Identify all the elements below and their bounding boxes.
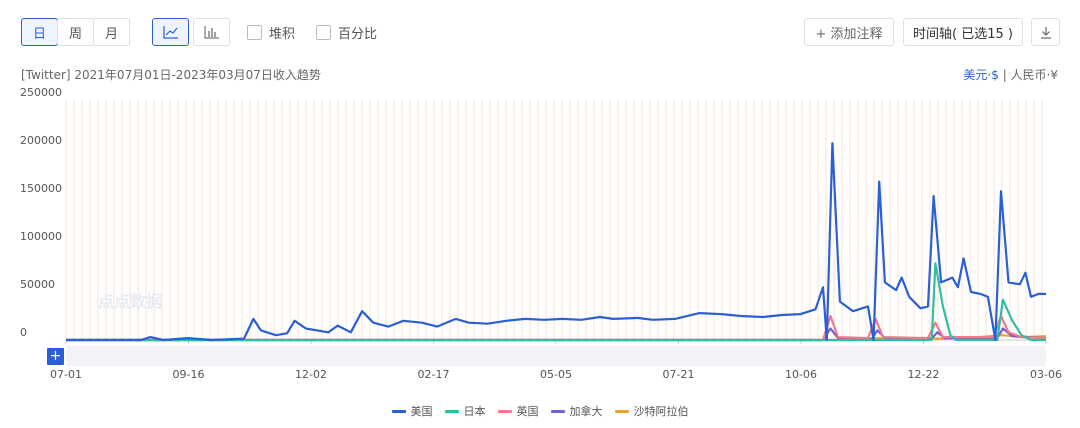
- legend-swatch: [497, 409, 512, 413]
- x-tick-label: 05-05: [540, 368, 572, 381]
- percent-label: 百分比: [338, 27, 378, 42]
- stack-label: 堆积: [269, 27, 296, 42]
- x-tick-label: 10-06: [785, 368, 817, 381]
- bar-chart-button[interactable]: [193, 18, 230, 46]
- percent-checkbox[interactable]: 百分比: [316, 23, 377, 42]
- x-tick-label: 07-01: [50, 368, 82, 381]
- legend-label: 加拿大: [569, 405, 603, 418]
- legend-item[interactable]: 加拿大: [550, 403, 603, 419]
- watermark: 点点数据: [98, 292, 162, 311]
- legend-item[interactable]: 日本: [444, 403, 486, 419]
- y-tick-label: 100000: [20, 230, 62, 243]
- legend-item[interactable]: 沙特阿拉伯: [614, 403, 689, 419]
- bar-chart-icon: [203, 26, 219, 39]
- currency-rmb[interactable]: 人民币·¥: [1010, 68, 1058, 82]
- legend-swatch: [550, 409, 565, 413]
- series-line-3: [66, 314, 1047, 342]
- x-tick-label: 02-17: [418, 368, 450, 381]
- download-icon: [1040, 26, 1051, 39]
- x-tick-label: 09-16: [173, 368, 205, 381]
- download-button[interactable]: [1031, 18, 1060, 46]
- legend-item[interactable]: 英国: [497, 403, 539, 419]
- y-tick-label: 50000: [20, 278, 55, 291]
- legend-swatch: [391, 409, 406, 413]
- y-tick-label: 150000: [20, 182, 62, 195]
- add-annotation-button[interactable]: + 添加注释: [804, 18, 894, 46]
- x-tick-label: 12-22: [908, 368, 940, 381]
- stack-checkbox-box[interactable]: [247, 25, 262, 40]
- x-tick-label: 12-02: [295, 368, 327, 381]
- brush-bar[interactable]: [66, 346, 1046, 366]
- legend-label: 英国: [516, 405, 539, 418]
- legend-swatch: [614, 409, 629, 413]
- currency-usd[interactable]: 美元·$: [963, 68, 999, 82]
- y-tick-label: 0: [20, 326, 27, 339]
- timeline-button[interactable]: 时间轴( 已选15 ): [903, 18, 1023, 46]
- line-chart-button[interactable]: [152, 18, 189, 46]
- currency-separator: |: [998, 68, 1011, 82]
- series-line-1: [66, 142, 1046, 342]
- x-tick-label: 03-06: [1030, 368, 1062, 381]
- legend-label: 沙特阿拉伯: [633, 405, 689, 418]
- series-line-2: [66, 262, 1046, 342]
- y-tick-label: 250000: [20, 86, 62, 99]
- period-week-button[interactable]: 周: [57, 18, 94, 46]
- legend-label: 美国: [410, 405, 433, 418]
- legend-swatch: [444, 409, 459, 413]
- chart-subtitle: [Twitter] 2021年07月01日-2023年03月07日收入趋势: [21, 68, 321, 82]
- legend-item[interactable]: 美国: [391, 403, 433, 419]
- line-chart-icon: [162, 26, 178, 39]
- stack-checkbox[interactable]: 堆积: [247, 23, 295, 42]
- y-tick-label: 200000: [20, 134, 62, 147]
- percent-checkbox-box[interactable]: [316, 25, 331, 40]
- brush-expand-button[interactable]: +: [47, 348, 64, 365]
- x-tick-label: 07-21: [663, 368, 695, 381]
- chart-legend: 美国 日本 英国 加拿大 沙特阿拉伯: [0, 403, 1080, 419]
- period-day-button[interactable]: 日: [21, 18, 58, 46]
- legend-label: 日本: [463, 405, 486, 418]
- revenue-line-chart: 点点数据 250000 200000 150000 100000 50000 0 07-0…: [20, 86, 1062, 381]
- period-month-button[interactable]: 月: [93, 18, 130, 46]
- currency-switch[interactable]: 美元·$ | 人民币·¥: [963, 66, 1058, 83]
